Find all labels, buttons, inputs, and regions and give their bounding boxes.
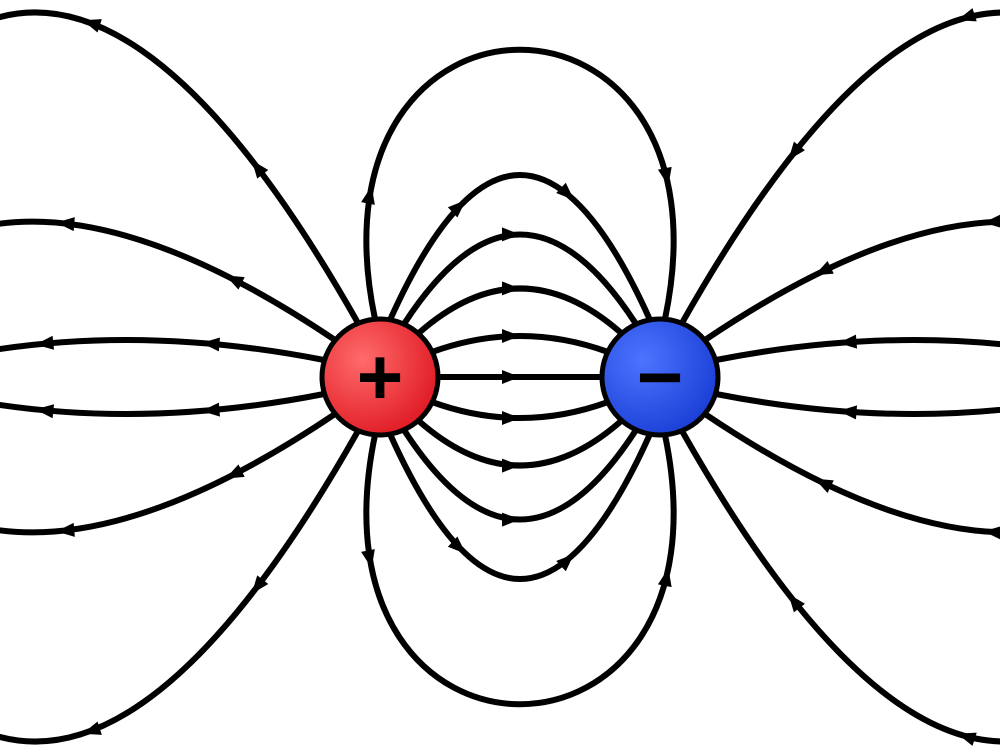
field-arrow-icon [983,524,1000,539]
positive-charge: + [322,319,438,435]
field-arrow-icon [35,402,54,418]
field-arrow-icon [502,227,520,241]
field-line [404,235,636,325]
field-line [432,402,608,418]
field-line [390,434,650,579]
field-arrow-icon [502,411,520,425]
field-arrow-icon [56,523,75,538]
negative-charge: − [602,319,718,435]
field-line [432,336,608,352]
field-line [716,340,1000,360]
field-arrow-icon [502,513,520,527]
field-line [0,222,335,340]
field-line [390,175,650,320]
field-arrow-icon [35,336,54,352]
positive-charge-label: + [357,333,404,422]
field-arrow-icon [201,336,220,351]
field-line [420,289,620,333]
field-line [404,430,636,520]
field-arrow-icon [502,459,520,473]
field-arrow-icon [502,281,520,295]
field-line [705,222,1000,340]
field-line [0,431,358,742]
field-arrow-icon [838,404,857,419]
field-arrows-layer [35,8,1000,746]
field-line [420,422,620,466]
field-line [716,394,1000,414]
field-line [0,414,335,532]
dipole-field-diagram: +− [0,0,1000,754]
field-arrow-icon [502,370,520,384]
field-lines-layer [0,12,1000,741]
field-arrow-icon [56,216,75,231]
field-line [682,12,1000,323]
field-line [705,414,1000,532]
field-arrow-icon [983,214,1000,229]
negative-charge-label: − [637,333,684,422]
field-arrow-icon [838,335,857,350]
field-line [682,431,1000,742]
field-arrow-icon [201,403,220,418]
field-line [0,12,358,323]
field-arrow-icon [502,329,520,343]
